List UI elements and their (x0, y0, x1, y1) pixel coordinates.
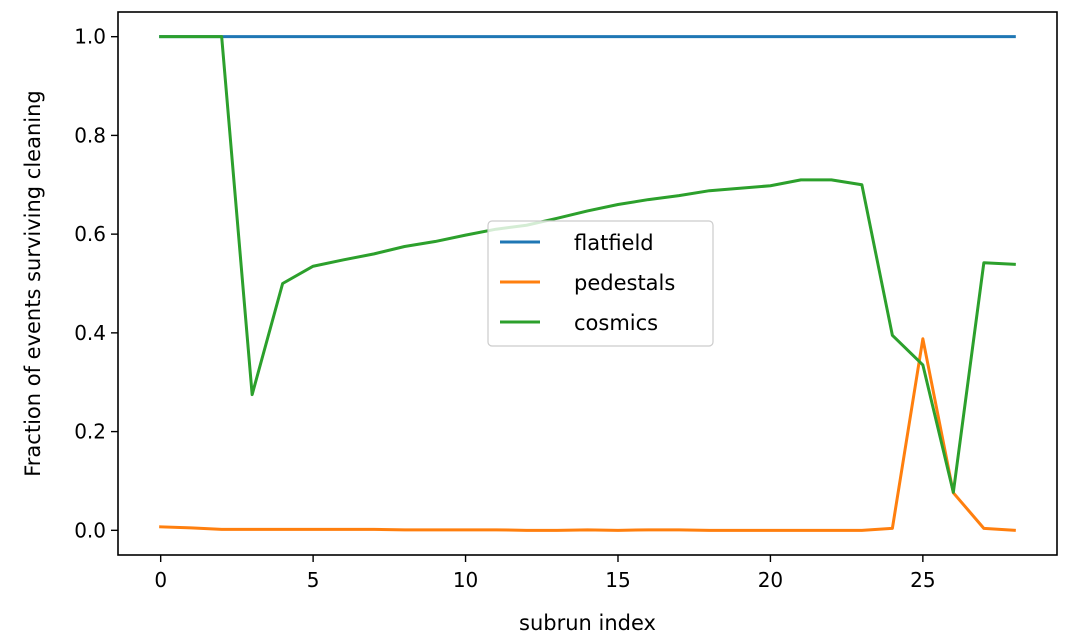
x-axis-title: subrun index (519, 611, 656, 635)
x-tick-label: 20 (758, 568, 783, 592)
legend-label-flatfield: flatfield (574, 231, 654, 255)
y-tick-label: 1.0 (74, 25, 106, 49)
y-tick-label: 0.2 (74, 420, 106, 444)
legend-label-cosmics: cosmics (574, 311, 658, 335)
legend-label-pedestals: pedestals (574, 271, 675, 295)
y-tick-label: 0.4 (74, 321, 106, 345)
legend: flatfield pedestals cosmics (487, 220, 714, 347)
x-tick-label: 0 (154, 568, 167, 592)
series-line-pedestals (159, 337, 1016, 532)
x-tick-label: 25 (910, 568, 935, 592)
plot-lines (159, 35, 1016, 532)
legend-box (487, 220, 714, 347)
y-axis: 0.0 0.2 0.4 0.6 0.8 1.0 (74, 25, 118, 542)
x-tick-label: 5 (307, 568, 320, 592)
x-tick-label: 15 (605, 568, 630, 592)
y-tick-label: 0.8 (74, 123, 106, 147)
y-tick-label: 0.0 (74, 518, 106, 542)
y-tick-label: 0.6 (74, 222, 106, 246)
series-line-cosmics (159, 35, 1016, 494)
y-axis-title: Fraction of events surviving cleaning (21, 90, 45, 477)
x-axis: 0 5 10 15 20 25 (154, 555, 936, 592)
plot-frame (117, 11, 1058, 556)
x-tick-label: 10 (453, 568, 478, 592)
